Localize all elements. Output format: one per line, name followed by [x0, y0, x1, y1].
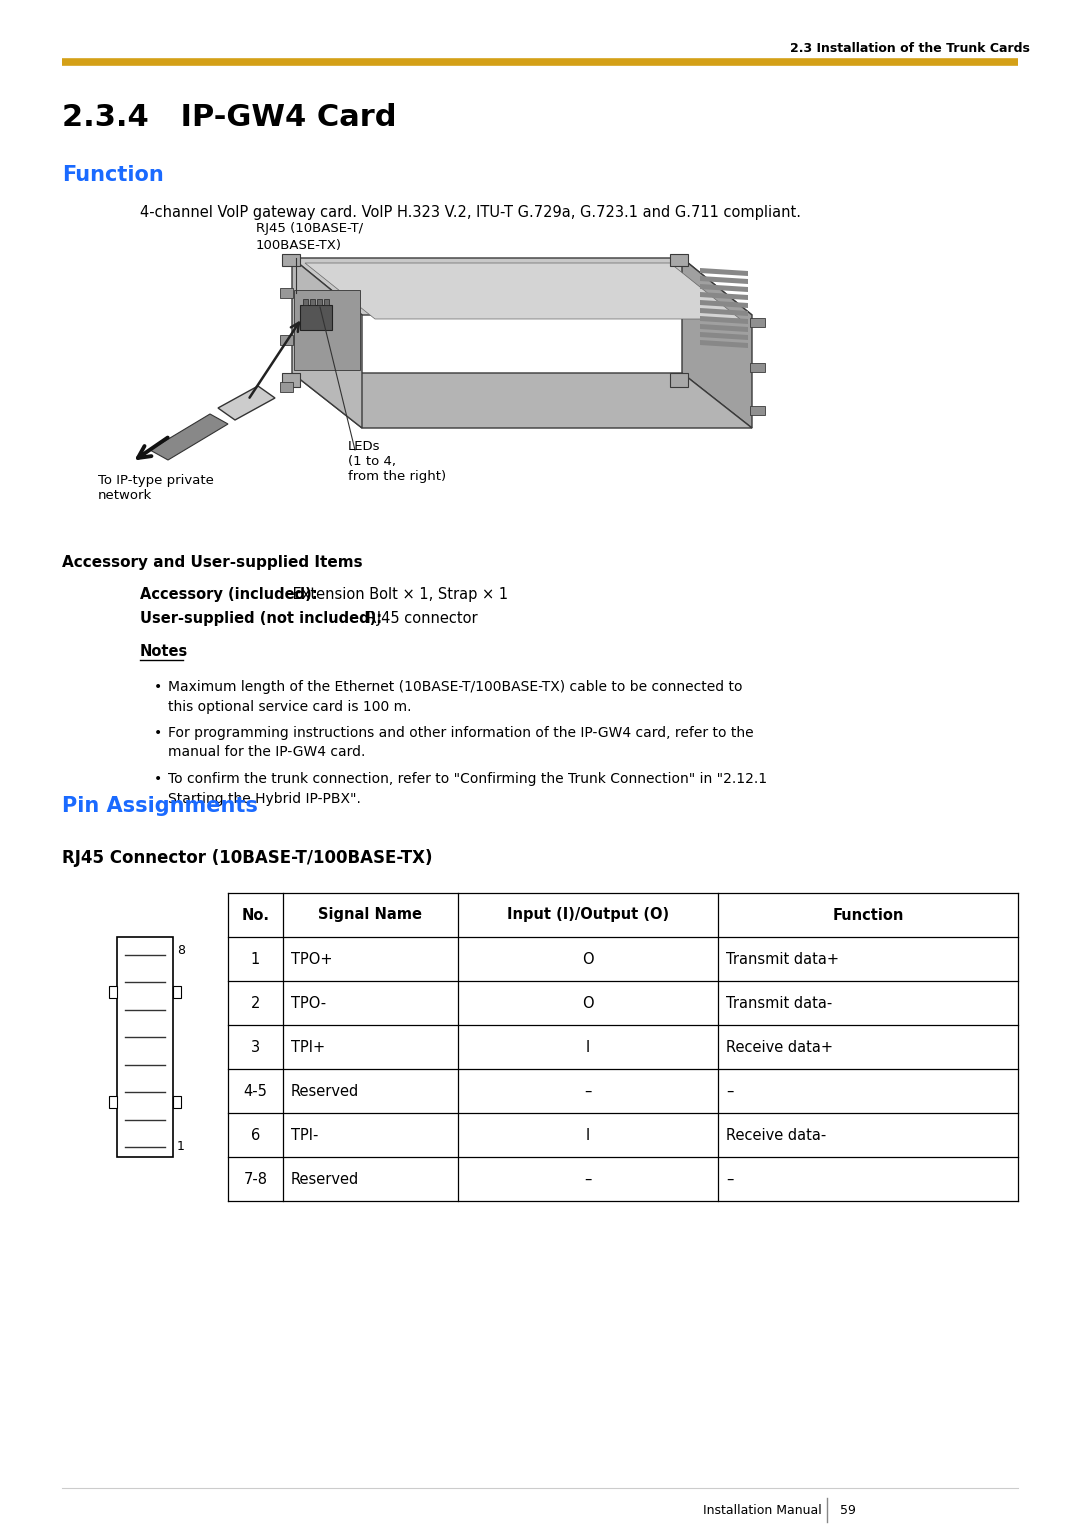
Text: LEDs: LEDs: [348, 440, 380, 452]
Text: Maximum length of the Ethernet (10BASE-T/100BASE-TX) cable to be connected to
th: Maximum length of the Ethernet (10BASE-T…: [168, 680, 743, 714]
Polygon shape: [700, 277, 748, 284]
Text: network: network: [98, 489, 152, 503]
Text: 100BASE-TX): 100BASE-TX): [256, 238, 342, 252]
Text: RJ45 connector: RJ45 connector: [362, 611, 477, 625]
Text: Receive data-: Receive data-: [726, 1128, 826, 1143]
Polygon shape: [700, 292, 748, 299]
Polygon shape: [700, 316, 748, 324]
Text: Receive data+: Receive data+: [726, 1039, 833, 1054]
Text: –: –: [584, 1172, 592, 1187]
Text: Notes: Notes: [140, 645, 188, 660]
Polygon shape: [700, 284, 748, 292]
Bar: [173, 986, 181, 998]
Text: TPO-: TPO-: [291, 996, 326, 1010]
Polygon shape: [700, 309, 748, 316]
Text: –: –: [584, 1083, 592, 1099]
Text: RJ45 Connector (10BASE-T/100BASE-TX): RJ45 Connector (10BASE-T/100BASE-TX): [62, 850, 432, 866]
Bar: [300, 306, 332, 330]
Text: Signal Name: Signal Name: [319, 908, 422, 923]
Bar: [670, 254, 688, 266]
Bar: [117, 937, 173, 1157]
Bar: [303, 299, 308, 306]
Text: Function: Function: [62, 165, 164, 185]
Bar: [750, 364, 765, 371]
Text: User-supplied (not included):: User-supplied (not included):: [140, 611, 382, 625]
Text: 7-8: 7-8: [243, 1172, 268, 1187]
Text: To IP-type private: To IP-type private: [98, 474, 214, 487]
Text: O: O: [582, 996, 594, 1010]
Polygon shape: [218, 387, 275, 420]
Text: To confirm the trunk connection, refer to "Confirming the Trunk Connection" in ": To confirm the trunk connection, refer t…: [168, 772, 767, 805]
Text: (1 to 4,: (1 to 4,: [348, 455, 396, 468]
Text: •: •: [153, 772, 162, 785]
Bar: [280, 287, 293, 298]
Bar: [318, 299, 322, 306]
Text: TPI+: TPI+: [291, 1039, 325, 1054]
Text: Extension Bolt × 1, Strap × 1: Extension Bolt × 1, Strap × 1: [288, 587, 508, 602]
Polygon shape: [700, 267, 748, 277]
Text: 8: 8: [177, 944, 185, 957]
Text: 4-5: 4-5: [244, 1083, 268, 1099]
Text: No.: No.: [242, 908, 270, 923]
Bar: [109, 1096, 117, 1108]
Text: I: I: [585, 1039, 590, 1054]
Polygon shape: [292, 258, 752, 315]
Text: Transmit data+: Transmit data+: [726, 952, 839, 967]
Text: Installation Manual: Installation Manual: [703, 1504, 822, 1516]
Bar: [750, 318, 765, 327]
Text: O: O: [582, 952, 594, 967]
Text: from the right): from the right): [348, 471, 446, 483]
Bar: [280, 335, 293, 345]
Bar: [282, 373, 300, 387]
Text: Transmit data-: Transmit data-: [726, 996, 833, 1010]
Text: Function: Function: [833, 908, 904, 923]
Polygon shape: [150, 414, 228, 460]
Bar: [750, 406, 765, 416]
Polygon shape: [292, 373, 752, 428]
Bar: [282, 254, 300, 266]
Polygon shape: [305, 263, 740, 319]
Bar: [173, 1096, 181, 1108]
Bar: [324, 299, 329, 306]
Text: 59: 59: [840, 1504, 855, 1516]
Text: 3: 3: [251, 1039, 260, 1054]
Text: 4-channel VoIP gateway card. VoIP H.323 V.2, ITU-T G.729a, G.723.1 and G.711 com: 4-channel VoIP gateway card. VoIP H.323 …: [140, 205, 801, 220]
Text: Accessory (included):: Accessory (included):: [140, 587, 318, 602]
Text: Input (I)/Output (O): Input (I)/Output (O): [507, 908, 670, 923]
Polygon shape: [700, 341, 748, 348]
Bar: [109, 986, 117, 998]
Text: I: I: [585, 1128, 590, 1143]
Polygon shape: [294, 290, 360, 370]
Text: 6: 6: [251, 1128, 260, 1143]
Polygon shape: [292, 258, 362, 428]
Text: 1: 1: [177, 1140, 185, 1152]
Polygon shape: [681, 258, 752, 428]
Polygon shape: [700, 324, 748, 332]
Text: 2: 2: [251, 996, 260, 1010]
Text: For programming instructions and other information of the IP-GW4 card, refer to : For programming instructions and other i…: [168, 726, 754, 759]
Bar: [280, 382, 293, 393]
Text: TPO+: TPO+: [291, 952, 333, 967]
Text: Reserved: Reserved: [291, 1083, 360, 1099]
Text: –: –: [726, 1083, 733, 1099]
Bar: [670, 373, 688, 387]
Text: •: •: [153, 726, 162, 740]
Text: Reserved: Reserved: [291, 1172, 360, 1187]
Text: –: –: [726, 1172, 733, 1187]
Text: 1: 1: [251, 952, 260, 967]
Polygon shape: [700, 299, 748, 309]
Polygon shape: [700, 332, 748, 341]
Text: 2.3.4   IP-GW4 Card: 2.3.4 IP-GW4 Card: [62, 104, 396, 133]
Text: RJ45 (10BASE-T/: RJ45 (10BASE-T/: [256, 222, 363, 235]
Text: •: •: [153, 680, 162, 694]
Text: 2.3 Installation of the Trunk Cards: 2.3 Installation of the Trunk Cards: [791, 41, 1030, 55]
Text: Pin Assignments: Pin Assignments: [62, 796, 258, 816]
Bar: [310, 299, 315, 306]
Text: TPI-: TPI-: [291, 1128, 319, 1143]
Text: Accessory and User-supplied Items: Accessory and User-supplied Items: [62, 555, 363, 570]
